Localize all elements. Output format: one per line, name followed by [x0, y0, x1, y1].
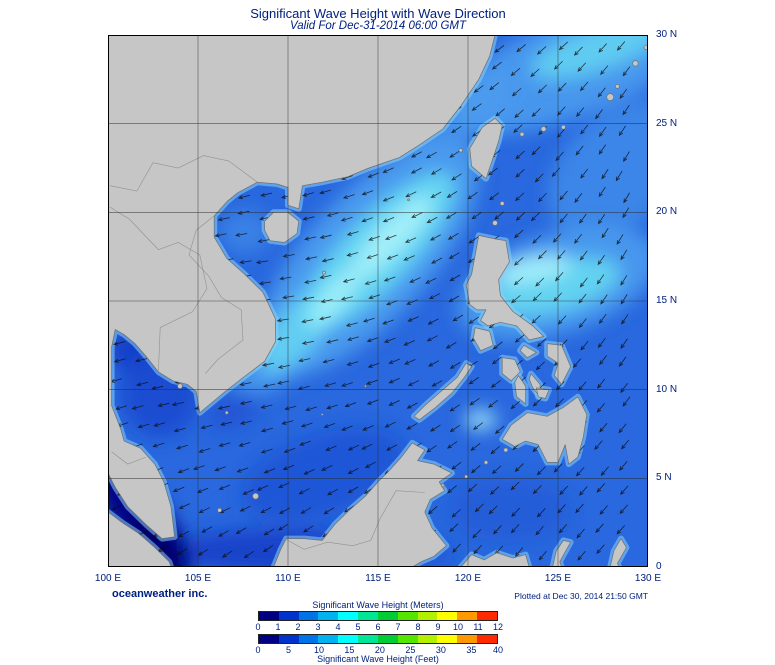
legend-color-cell: [397, 635, 418, 643]
legend-tick-meters: 10: [452, 622, 464, 632]
legend-color-cell: [417, 635, 438, 643]
legend-tick-feet: 0: [255, 645, 261, 655]
legend-tick-meters: 0: [255, 622, 261, 632]
lat-label: 15 N: [656, 295, 678, 306]
lon-label: 115 E: [365, 573, 391, 584]
legend-color-cell: [437, 635, 458, 643]
lat-label: 20 N: [656, 206, 678, 218]
legend-tick-feet: 5: [285, 645, 291, 655]
legend-bar-feet: [258, 634, 498, 644]
legend-tick-meters: 6: [375, 622, 381, 632]
legend-color-cell: [338, 635, 359, 643]
lat-label: 30 N: [656, 29, 678, 40]
lon-label: 110 E: [275, 573, 301, 584]
legend-tick-meters: 12: [492, 622, 504, 632]
legend-color-cell: [477, 612, 497, 620]
lon-label: 100 E: [94, 573, 122, 584]
legend-color-cell: [457, 635, 478, 643]
legend-tick-feet: 15: [344, 645, 355, 655]
legend-tick-feet: 35: [466, 645, 477, 655]
legend-tick-feet: 20: [374, 645, 385, 655]
wave-map-svg: [93, 0, 726, 587]
legend-color-cell: [338, 612, 359, 620]
lon-label: 125 E: [544, 573, 572, 584]
legend-tick-meters: 1: [275, 622, 281, 632]
plotted-timestamp: Plotted at Dec 30, 2014 21:50 GMT: [514, 591, 648, 601]
legend-color-cell: [298, 612, 319, 620]
credit-text: oceanweather inc.: [112, 588, 208, 600]
legend-title-meters: Significant Wave Height (Meters): [312, 600, 444, 610]
lat-label: 0: [656, 561, 662, 572]
legend-color-cell: [457, 612, 478, 620]
chart-subtitle: Valid For Dec-31-2014 06:00 GMT: [290, 20, 466, 32]
legend-color-cell: [377, 612, 398, 620]
lat-label: 10 N: [656, 383, 678, 395]
lat-label: 5 N: [656, 472, 672, 484]
legend-tick-meters: 4: [335, 622, 341, 632]
lon-label: 105 E: [184, 573, 212, 584]
legend-color-cell: [358, 612, 378, 620]
legend-ticks-meters: 0 1 2 3 4 5 6 7 8 9 10 11 12: [255, 622, 503, 633]
legend-color-cell: [278, 635, 299, 643]
map-frame: [108, 35, 648, 567]
legend-bar-meters: [258, 611, 498, 621]
legend-color-cell: [298, 635, 319, 643]
legend-tick-meters: 11: [473, 622, 483, 632]
chart-title: Significant Wave Height with Wave Direct…: [250, 6, 506, 21]
legend-color-cell: [358, 635, 378, 643]
legend-color-cell: [417, 612, 438, 620]
land-masses: [107, 34, 649, 568]
legend-color-cell: [259, 635, 279, 643]
lat-label: 25 N: [656, 117, 678, 129]
legend-tick-meters: 7: [395, 622, 401, 632]
legend-color-cell: [278, 612, 299, 620]
legend-color-cell: [437, 612, 458, 620]
lon-label: 130 E: [634, 573, 662, 584]
legend-color-cell: [318, 635, 339, 643]
legend-tick-meters: 2: [295, 622, 301, 632]
country-borders: [109, 155, 425, 550]
wave-map: [93, 0, 726, 587]
legend-color-cell: [397, 612, 418, 620]
legend-color-cell: [318, 612, 339, 620]
legend-tick-meters: 5: [355, 622, 361, 632]
legend-tick-meters: 9: [435, 622, 441, 632]
graticule: [108, 35, 648, 567]
legend-color-cell: [259, 612, 279, 620]
legend-title-feet: Significant Wave Height (Feet): [317, 654, 439, 664]
legend-tick-feet: 40: [492, 645, 504, 655]
lon-label: 120 E: [454, 573, 482, 584]
legend-tick-meters: 3: [315, 622, 321, 632]
legend-tick-feet: 25: [405, 645, 416, 655]
legend-color-cell: [477, 635, 497, 643]
legend-tick-feet: 30: [435, 645, 446, 655]
legend-color-cell: [377, 635, 398, 643]
legend-tick-feet: 10: [313, 645, 324, 655]
legend-ticks-feet: 0 5 10 15 20 25 30 35 40: [255, 645, 503, 656]
legend-tick-meters: 8: [415, 622, 421, 632]
